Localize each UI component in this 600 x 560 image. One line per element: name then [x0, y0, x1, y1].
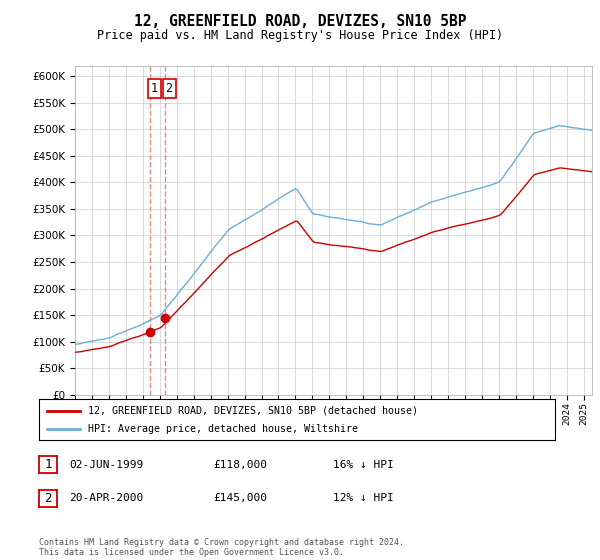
Text: 1: 1	[151, 82, 158, 95]
Text: 02-JUN-1999: 02-JUN-1999	[69, 460, 143, 470]
Text: 1: 1	[44, 458, 52, 472]
Text: £145,000: £145,000	[213, 493, 267, 503]
Text: 12% ↓ HPI: 12% ↓ HPI	[333, 493, 394, 503]
Text: 12, GREENFIELD ROAD, DEVIZES, SN10 5BP (detached house): 12, GREENFIELD ROAD, DEVIZES, SN10 5BP (…	[88, 405, 418, 416]
Text: 2: 2	[44, 492, 52, 505]
Text: 2: 2	[166, 82, 173, 95]
Text: 12, GREENFIELD ROAD, DEVIZES, SN10 5BP: 12, GREENFIELD ROAD, DEVIZES, SN10 5BP	[134, 14, 466, 29]
Text: HPI: Average price, detached house, Wiltshire: HPI: Average price, detached house, Wilt…	[88, 424, 358, 434]
Text: £118,000: £118,000	[213, 460, 267, 470]
Text: Price paid vs. HM Land Registry's House Price Index (HPI): Price paid vs. HM Land Registry's House …	[97, 29, 503, 42]
Text: 16% ↓ HPI: 16% ↓ HPI	[333, 460, 394, 470]
Text: 20-APR-2000: 20-APR-2000	[69, 493, 143, 503]
Text: Contains HM Land Registry data © Crown copyright and database right 2024.
This d: Contains HM Land Registry data © Crown c…	[39, 538, 404, 557]
